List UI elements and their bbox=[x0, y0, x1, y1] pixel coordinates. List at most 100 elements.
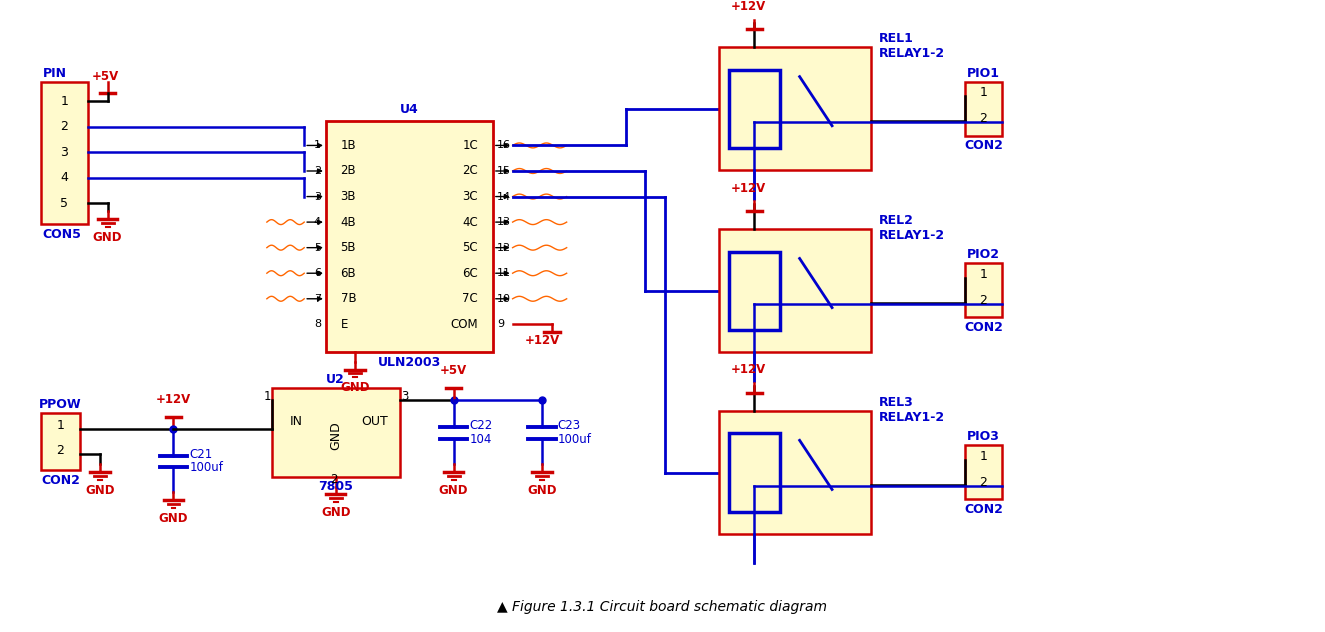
Text: 4B: 4B bbox=[341, 216, 356, 229]
FancyBboxPatch shape bbox=[965, 445, 1002, 499]
Text: 2: 2 bbox=[330, 473, 338, 485]
FancyBboxPatch shape bbox=[965, 82, 1002, 136]
Text: E: E bbox=[341, 318, 348, 331]
Text: 8: 8 bbox=[314, 319, 321, 329]
Text: 3: 3 bbox=[401, 390, 409, 403]
Text: 1: 1 bbox=[61, 95, 69, 107]
Text: 100uf: 100uf bbox=[558, 433, 592, 446]
Text: RELAY1-2: RELAY1-2 bbox=[880, 411, 945, 423]
Text: U4: U4 bbox=[400, 103, 419, 116]
Text: 5: 5 bbox=[314, 243, 321, 253]
Text: IN: IN bbox=[290, 415, 303, 428]
Text: ULN2003: ULN2003 bbox=[378, 356, 441, 368]
Text: 104: 104 bbox=[469, 433, 492, 446]
Text: 1: 1 bbox=[57, 418, 65, 432]
Text: +12V: +12V bbox=[731, 0, 766, 13]
FancyBboxPatch shape bbox=[729, 252, 780, 331]
Text: PIO2: PIO2 bbox=[967, 248, 1000, 262]
Text: COM: COM bbox=[451, 318, 478, 331]
Text: CON2: CON2 bbox=[965, 503, 1003, 516]
Text: 6B: 6B bbox=[341, 267, 356, 280]
Text: GND: GND bbox=[159, 512, 188, 525]
Text: C22: C22 bbox=[469, 419, 493, 432]
Text: 2B: 2B bbox=[341, 164, 356, 178]
Text: 1: 1 bbox=[979, 87, 987, 99]
Text: 4: 4 bbox=[61, 171, 69, 185]
Text: 4: 4 bbox=[314, 217, 321, 227]
Text: 3: 3 bbox=[61, 146, 69, 159]
FancyBboxPatch shape bbox=[719, 411, 872, 533]
Text: 1: 1 bbox=[314, 140, 321, 150]
Text: +12V: +12V bbox=[525, 334, 559, 347]
FancyBboxPatch shape bbox=[41, 413, 80, 470]
Text: ▲ Figure 1.3.1 Circuit board schematic diagram: ▲ Figure 1.3.1 Circuit board schematic d… bbox=[497, 600, 827, 614]
Text: 2: 2 bbox=[979, 475, 987, 489]
Text: 7805: 7805 bbox=[318, 480, 352, 494]
Text: REL1: REL1 bbox=[880, 32, 914, 46]
Text: 11: 11 bbox=[497, 268, 511, 278]
Text: GND: GND bbox=[93, 231, 122, 244]
Text: 14: 14 bbox=[497, 191, 511, 202]
Text: 9: 9 bbox=[497, 319, 504, 329]
Text: 1C: 1C bbox=[462, 139, 478, 152]
Text: +5V: +5V bbox=[91, 70, 119, 83]
Text: 1B: 1B bbox=[341, 139, 356, 152]
Text: RELAY1-2: RELAY1-2 bbox=[880, 229, 945, 242]
Text: RELAY1-2: RELAY1-2 bbox=[880, 47, 945, 60]
Text: 15: 15 bbox=[497, 166, 511, 176]
Text: REL2: REL2 bbox=[880, 214, 914, 227]
Text: PIO3: PIO3 bbox=[967, 430, 1000, 443]
Text: +12V: +12V bbox=[156, 393, 191, 406]
Text: 6C: 6C bbox=[462, 267, 478, 280]
Text: 3C: 3C bbox=[462, 190, 478, 203]
FancyBboxPatch shape bbox=[729, 434, 780, 512]
Text: 5C: 5C bbox=[462, 241, 478, 254]
Text: 5: 5 bbox=[61, 197, 69, 210]
FancyBboxPatch shape bbox=[41, 82, 87, 224]
Text: 2: 2 bbox=[314, 166, 321, 176]
Text: 2: 2 bbox=[979, 294, 987, 307]
Text: GND: GND bbox=[329, 422, 342, 450]
Text: 2C: 2C bbox=[462, 164, 478, 178]
Text: GND: GND bbox=[341, 381, 370, 394]
Text: 2: 2 bbox=[57, 444, 65, 457]
Text: CON2: CON2 bbox=[965, 140, 1003, 152]
Text: CON5: CON5 bbox=[42, 228, 82, 241]
Text: REL3: REL3 bbox=[880, 396, 914, 409]
Text: PIN: PIN bbox=[42, 66, 66, 80]
Text: GND: GND bbox=[85, 483, 114, 497]
Text: GND: GND bbox=[527, 483, 556, 497]
Text: 1: 1 bbox=[979, 450, 987, 463]
Text: 6: 6 bbox=[314, 268, 321, 278]
Text: GND: GND bbox=[439, 483, 468, 497]
Text: 100uf: 100uf bbox=[189, 461, 223, 474]
Text: 16: 16 bbox=[497, 140, 511, 150]
Text: U2: U2 bbox=[326, 374, 344, 386]
Text: 2: 2 bbox=[61, 120, 69, 133]
Text: 10: 10 bbox=[497, 294, 511, 304]
Text: 4C: 4C bbox=[462, 216, 478, 229]
Text: 3: 3 bbox=[314, 191, 321, 202]
Text: PIO1: PIO1 bbox=[967, 66, 1000, 80]
Text: CON2: CON2 bbox=[41, 473, 80, 487]
Text: CON2: CON2 bbox=[965, 321, 1003, 334]
Text: 1: 1 bbox=[264, 390, 272, 403]
Text: 7: 7 bbox=[314, 294, 321, 304]
Text: OUT: OUT bbox=[362, 415, 388, 428]
FancyBboxPatch shape bbox=[729, 70, 780, 149]
Text: GND: GND bbox=[321, 506, 350, 519]
Text: PPOW: PPOW bbox=[40, 398, 82, 411]
FancyBboxPatch shape bbox=[719, 229, 872, 352]
Text: 3B: 3B bbox=[341, 190, 356, 203]
Text: 12: 12 bbox=[497, 243, 511, 253]
FancyBboxPatch shape bbox=[719, 47, 872, 170]
Text: 1: 1 bbox=[979, 268, 987, 281]
Text: 13: 13 bbox=[497, 217, 511, 227]
Text: 2: 2 bbox=[979, 112, 987, 125]
Text: 5B: 5B bbox=[341, 241, 356, 254]
FancyBboxPatch shape bbox=[965, 264, 1002, 317]
Text: +12V: +12V bbox=[731, 181, 766, 195]
Text: C21: C21 bbox=[189, 447, 212, 461]
Text: +12V: +12V bbox=[731, 363, 766, 377]
Text: 7B: 7B bbox=[341, 292, 356, 305]
